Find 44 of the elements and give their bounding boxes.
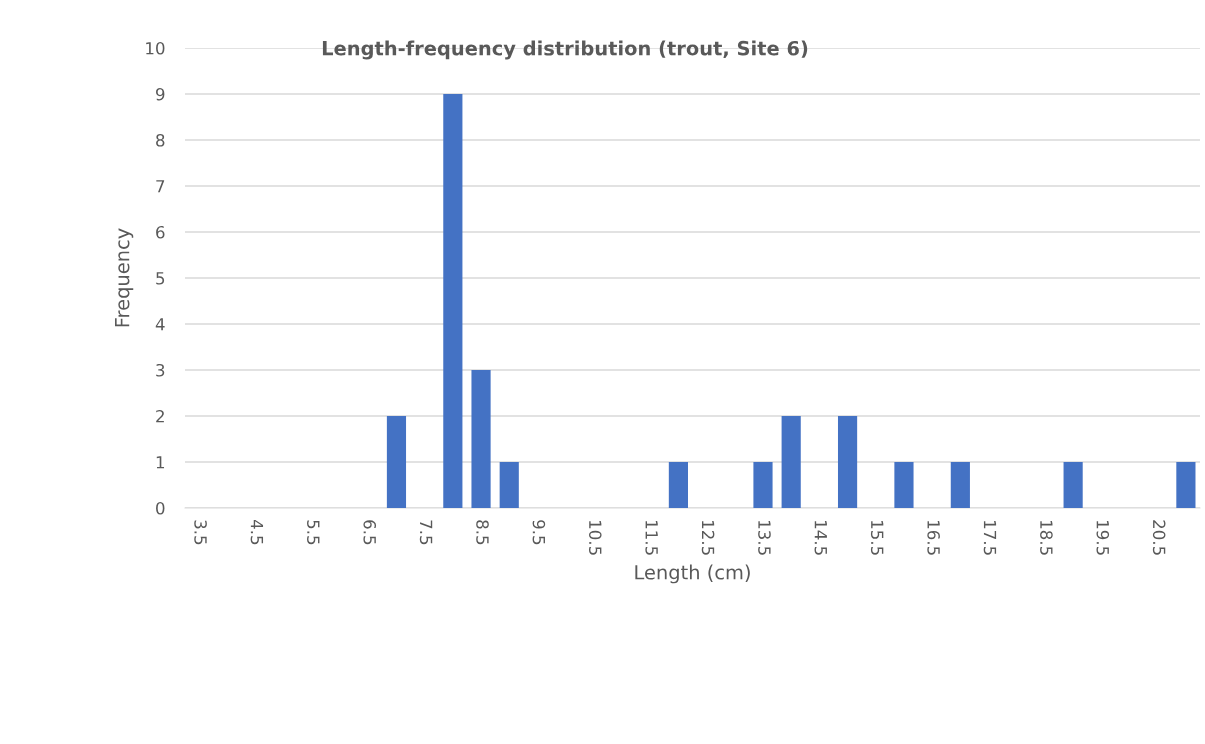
- x-tick-label: 10.5: [588, 520, 602, 555]
- y-tick-label: 7: [156, 180, 165, 193]
- y-tick-label: 10: [146, 41, 165, 55]
- x-axis-title: Length (cm): [635, 564, 750, 584]
- bar: [837, 416, 858, 508]
- y-tick-label: 1: [156, 456, 165, 469]
- bar: [668, 462, 688, 508]
- x-tick-label: 13.5: [758, 520, 771, 555]
- y-tick-label: 5: [156, 272, 165, 285]
- x-tick-label: 17.5: [983, 520, 997, 555]
- y-tick-label: 9: [156, 87, 165, 101]
- x-tick-label: 9.5: [532, 520, 546, 545]
- x-tick-label: 20.5: [1152, 520, 1166, 555]
- x-tick-label: 19.5: [1096, 520, 1110, 555]
- x-tick-label: 18.5: [1040, 520, 1053, 555]
- bar: [1176, 462, 1196, 508]
- bar: [499, 462, 519, 508]
- x-tick-label: 6.5: [363, 520, 377, 545]
- x-tick-label: 8.5: [476, 520, 489, 545]
- y-tick-label: 0: [156, 501, 165, 515]
- x-tick-label: 5.5: [307, 520, 320, 545]
- chart-title: Length-frequency distribution (trout, Site 6): [322, 40, 808, 60]
- bar: [753, 462, 773, 508]
- y-tick-label: 2: [156, 409, 164, 423]
- bar: [950, 462, 970, 508]
- x-tick-label: 4.5: [250, 519, 264, 545]
- bar: [894, 462, 914, 508]
- x-tick-label: 7.5: [419, 520, 433, 545]
- x-tick-label: 16.5: [927, 520, 940, 555]
- bar: [443, 94, 463, 508]
- x-tick-label: 14.5: [814, 520, 827, 555]
- x-tick-label: 15.5: [870, 520, 884, 555]
- y-tick-label: 4: [155, 318, 165, 331]
- y-tick-label: 6: [156, 225, 165, 239]
- x-tick-label: 11.5: [645, 520, 658, 555]
- bar: [1063, 462, 1083, 508]
- bar: [781, 416, 801, 508]
- y-tick-label: 8: [156, 133, 165, 147]
- y-tick-label: 3: [156, 363, 165, 377]
- x-tick-label: 12.5: [701, 520, 715, 555]
- x-tick-label: 3.5: [194, 520, 207, 545]
- y-axis-title: Frequency: [115, 228, 134, 327]
- bar: [471, 370, 491, 508]
- bar: [386, 416, 407, 508]
